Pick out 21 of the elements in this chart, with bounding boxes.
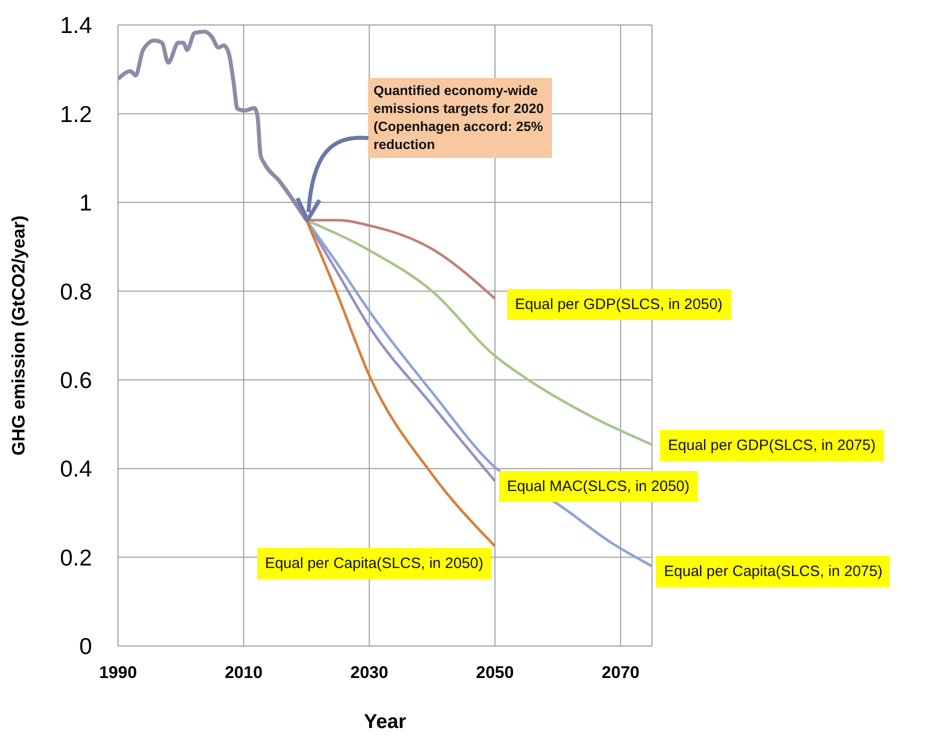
annotation: Quantified economy-wide emissions targets for 2020 (Copenhagen accord: 25% reduction (368, 78, 552, 158)
x-tick-label: 2050 (476, 663, 514, 682)
y-tick-label: 0.2 (60, 544, 92, 570)
y-tick-label: 0.8 (60, 278, 92, 304)
x-tick-label: 2030 (350, 663, 388, 682)
y-tick-label: 1 (79, 190, 92, 216)
x-axis-title: Year (364, 711, 406, 733)
series-label: Equal per Capita(SLCS, in 2075) (656, 556, 890, 588)
y-tick-label: 0.6 (60, 367, 92, 394)
y-tick-label: 1.4 (60, 12, 92, 38)
y-tick-label: 1.2 (60, 100, 92, 127)
y-tick-label: 0.4 (60, 456, 92, 482)
series-label: Equal per GDP(SLCS, in 2050) (506, 288, 731, 320)
x-tick-label: 1990 (99, 663, 137, 682)
y-axis-title: GHG emission (GtCO2/year) (8, 215, 28, 456)
x-tick-label: 2010 (224, 663, 263, 682)
series-label: Equal per Capita(SLCS, in 2050) (256, 548, 492, 580)
series-label: Equal per GDP(SLCS, in 2075) (660, 430, 884, 461)
x-tick-label: 2070 (602, 663, 640, 682)
y-tick-label: 0 (79, 633, 92, 660)
series-label: Equal MAC(SLCS, in 2050) (498, 470, 698, 502)
